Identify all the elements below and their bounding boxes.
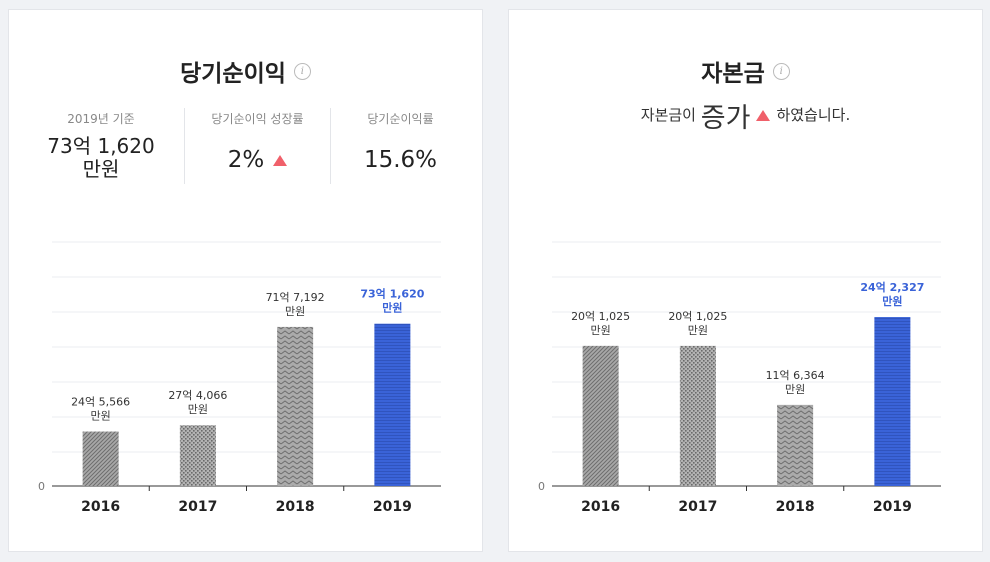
capital-summary-emphasis: 증가 <box>700 103 751 134</box>
capital-summary-suffix: 하였습니다. <box>776 106 851 124</box>
x-tick-label: 2017 <box>178 499 217 515</box>
stat-base-label: 2019년 기준 <box>67 112 135 126</box>
x-tick-label: 2018 <box>776 499 815 515</box>
net-income-title-row: 당기순이익 i <box>9 54 482 88</box>
bar-2016 <box>82 431 119 486</box>
stat-base-value: 73억 1,620 만원 <box>20 135 182 181</box>
up-arrow-icon <box>273 155 288 166</box>
data-label: 만원 <box>91 410 111 423</box>
data-label: 만원 <box>285 305 305 318</box>
stat-growth-value: 2% <box>227 147 265 173</box>
data-label: 만원 <box>591 324 611 337</box>
data-label: 만원 <box>785 383 805 396</box>
stat-base-value-line2: 만원 <box>82 157 120 181</box>
stat-base-value-line1: 73억 1,620 <box>47 134 155 158</box>
stat-growth-label: 당기순이익 성장률 <box>211 112 304 126</box>
data-label: 11억 6,364 <box>766 369 825 382</box>
stat-divider <box>330 108 331 184</box>
capital-summary-prefix: 자본금이 <box>640 106 696 124</box>
x-tick-label: 2018 <box>276 499 315 515</box>
x-tick-label: 2016 <box>581 499 620 515</box>
bar-2017 <box>679 345 716 486</box>
data-label: 71억 7,192 <box>266 291 325 304</box>
capital-panel: 자본금 i 자본금이 증가 하였습니다. 0 20억 1,025 만원 2016 20억 1… <box>508 9 983 552</box>
stat-base: 2019년 기준 73억 1,620 만원 <box>20 108 182 184</box>
x-tick-label: 2017 <box>678 499 717 515</box>
data-label: 24억 5,566 <box>71 396 130 409</box>
data-label: 만원 <box>882 294 902 308</box>
up-arrow-icon <box>756 110 771 121</box>
net-income-stats: 2019년 기준 73억 1,620 만원 당기순이익 성장률 2% 당기순이익… <box>20 108 469 184</box>
net-income-title: 당기순이익 <box>180 61 286 87</box>
capital-summary: 자본금이 증가 하였습니다. <box>509 96 982 135</box>
data-label: 만원 <box>382 301 402 315</box>
capital-title: 자본금 <box>701 61 765 87</box>
bar-2017 <box>179 425 216 486</box>
data-label: 20억 1,025 <box>668 310 727 323</box>
y-tick-label: 0 <box>38 480 45 493</box>
stat-divider <box>184 108 185 184</box>
bar-2019 <box>374 323 411 486</box>
x-tick-label: 2019 <box>873 499 912 515</box>
x-tick-label: 2019 <box>373 499 412 515</box>
data-label: 만원 <box>188 403 208 416</box>
y-tick-label: 0 <box>538 480 545 493</box>
x-tick-label: 2016 <box>81 499 120 515</box>
data-label: 73억 1,620 <box>360 288 424 301</box>
bar-2016 <box>582 345 619 486</box>
stat-growth: 당기순이익 성장률 2% <box>186 108 329 184</box>
bar-2019 <box>874 317 911 486</box>
net-income-panel: 당기순이익 i 2019년 기준 73억 1,620 만원 당기순이익 성장률 2… <box>8 9 483 552</box>
stat-margin: 당기순이익률 15.6% <box>332 108 469 184</box>
bar-2018 <box>277 326 314 486</box>
data-label: 20억 1,025 <box>571 310 630 323</box>
capital-title-row: 자본금 i <box>509 54 982 88</box>
stat-margin-value: 15.6% <box>363 147 438 173</box>
info-icon[interactable]: i <box>772 62 790 80</box>
stat-margin-label: 당기순이익률 <box>367 112 434 126</box>
data-label: 27억 4,066 <box>168 389 227 402</box>
data-label: 24억 2,327 <box>860 281 924 294</box>
info-icon[interactable]: i <box>293 62 311 80</box>
stat-growth-value-row: 2% <box>186 149 329 172</box>
bar-2018 <box>777 404 814 486</box>
data-label: 만원 <box>688 324 708 337</box>
